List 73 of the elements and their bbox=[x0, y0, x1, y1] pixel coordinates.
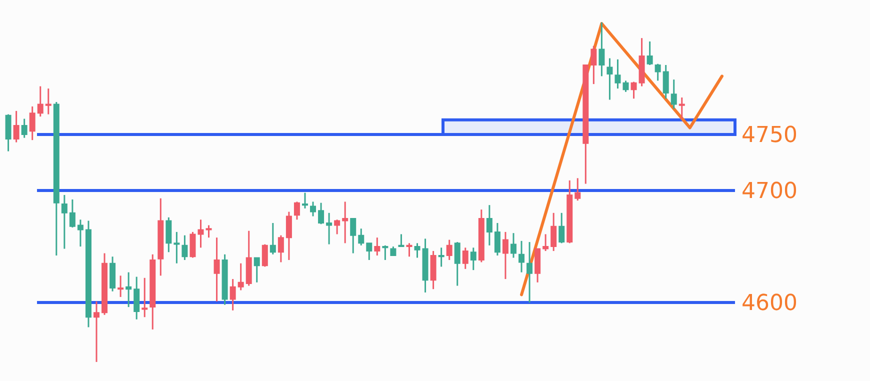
line-series bbox=[520, 22, 724, 296]
candlestick bbox=[494, 222, 500, 256]
candlestick bbox=[502, 231, 508, 280]
candlestick bbox=[350, 218, 356, 254]
candlestick bbox=[358, 228, 364, 246]
candlestick bbox=[69, 198, 76, 228]
candlestick bbox=[93, 300, 100, 363]
candlestick bbox=[366, 242, 372, 261]
candlestick bbox=[334, 218, 340, 235]
candlestick bbox=[614, 58, 621, 90]
candlestick bbox=[654, 63, 661, 82]
candlestick bbox=[278, 234, 284, 263]
candlestick bbox=[662, 64, 669, 100]
candlestick bbox=[630, 81, 637, 100]
candlestick bbox=[598, 22, 605, 77]
candlestick bbox=[142, 277, 148, 318]
candlestick bbox=[326, 212, 332, 246]
candlestick bbox=[37, 86, 44, 118]
candlestick bbox=[518, 240, 525, 274]
candlestick bbox=[182, 234, 188, 261]
candlestick bbox=[77, 218, 84, 248]
candlestick bbox=[13, 110, 20, 144]
candlestick bbox=[230, 278, 236, 312]
candlestick bbox=[5, 114, 12, 152]
candlestick bbox=[286, 211, 292, 261]
candlestick bbox=[382, 244, 388, 261]
candlestick bbox=[118, 274, 124, 298]
candlestick bbox=[454, 241, 460, 286]
candlestick bbox=[134, 276, 140, 320]
candlestick bbox=[414, 242, 420, 258]
candlestick bbox=[510, 232, 516, 258]
candlestick bbox=[342, 200, 348, 244]
y-tick-label: 4600 bbox=[742, 291, 798, 316]
candlestick bbox=[310, 200, 316, 218]
y-tick-label: 4750 bbox=[742, 122, 798, 148]
candlestick bbox=[270, 222, 276, 256]
candlestick bbox=[550, 212, 557, 252]
candlestick bbox=[206, 224, 212, 238]
candlestick bbox=[262, 244, 268, 268]
candlestick bbox=[214, 236, 220, 302]
candlestick bbox=[166, 216, 172, 253]
candlestick bbox=[254, 256, 260, 284]
candlestick bbox=[590, 45, 597, 85]
candlestick bbox=[406, 242, 412, 258]
candlestick bbox=[190, 231, 196, 258]
candlestick bbox=[126, 272, 132, 308]
candlestick bbox=[398, 233, 404, 248]
candlestick bbox=[486, 204, 492, 246]
candlestick bbox=[646, 40, 653, 66]
candlestick bbox=[294, 200, 300, 220]
y-tick-label: 4700 bbox=[742, 179, 798, 204]
candlestick bbox=[198, 218, 204, 248]
candlestick bbox=[462, 246, 468, 270]
candlestick bbox=[606, 58, 613, 100]
candlestick bbox=[45, 88, 52, 116]
candlestick bbox=[29, 106, 36, 141]
candlestick bbox=[238, 262, 244, 291]
candlestick bbox=[302, 192, 308, 210]
candlestick bbox=[374, 236, 380, 256]
candlestick bbox=[558, 212, 565, 244]
candlestick bbox=[174, 231, 180, 264]
candlestick bbox=[318, 202, 324, 225]
candlestick bbox=[61, 194, 68, 250]
candlestick bbox=[470, 246, 476, 271]
candlestick bbox=[622, 80, 629, 93]
candlestick bbox=[542, 233, 549, 252]
candlestick bbox=[21, 118, 28, 139]
candlestick bbox=[678, 96, 685, 120]
candlestick bbox=[574, 177, 581, 202]
candlestick bbox=[446, 239, 452, 261]
candlestick bbox=[526, 241, 533, 304]
candlestick bbox=[670, 78, 677, 110]
candlestick bbox=[438, 246, 444, 268]
